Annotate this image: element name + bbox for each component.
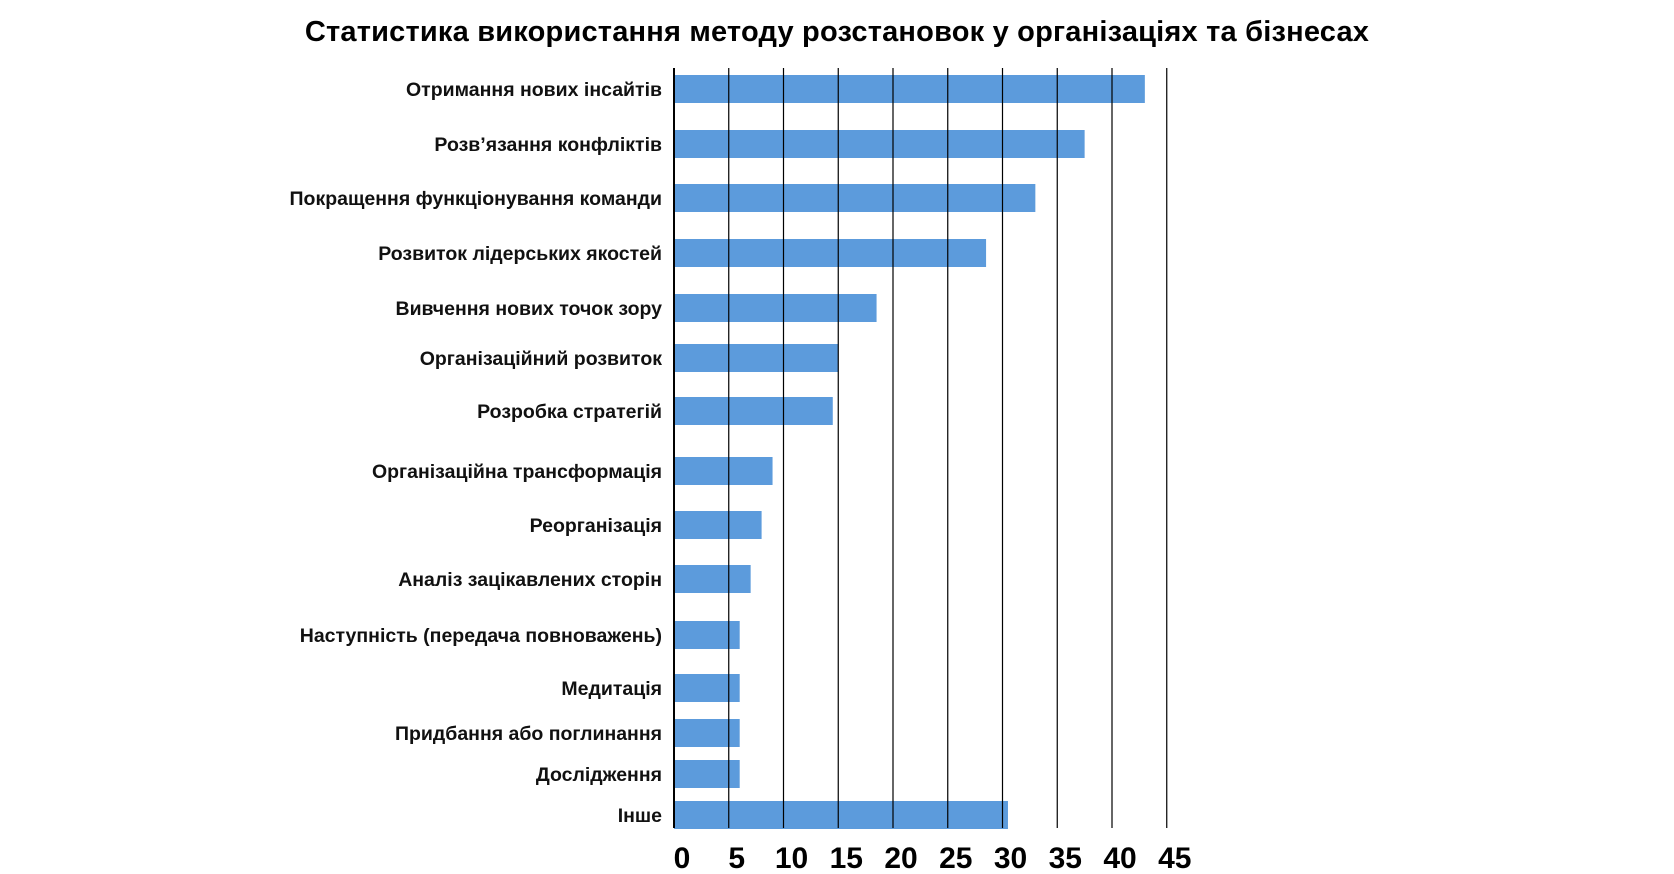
category-label: Організаційний розвиток bbox=[420, 348, 663, 370]
category-label: Медитація bbox=[561, 678, 662, 700]
x-tick-label: 40 bbox=[1103, 842, 1136, 874]
bar bbox=[674, 344, 839, 372]
bar bbox=[674, 719, 740, 747]
bar bbox=[674, 760, 740, 788]
x-tick-label: 10 bbox=[775, 842, 808, 874]
bar bbox=[674, 511, 762, 539]
x-tick-label: 35 bbox=[1049, 842, 1082, 874]
bar bbox=[674, 565, 751, 593]
bar bbox=[674, 801, 1008, 829]
bar bbox=[674, 621, 740, 649]
category-label: Наступність (передача повноважень) bbox=[300, 625, 662, 647]
category-label: Покращення функціонування команди bbox=[290, 188, 662, 210]
category-label: Розв’язання конфліктів bbox=[434, 134, 662, 156]
category-label: Дослідження bbox=[536, 764, 662, 786]
x-tick-label: 0 bbox=[674, 842, 691, 874]
grid-lines bbox=[673, 68, 1168, 828]
category-label: Отримання нових інсайтів bbox=[406, 79, 662, 101]
x-tick-label: 20 bbox=[884, 842, 917, 874]
category-label: Придбання або поглинання bbox=[395, 723, 662, 745]
category-label: Вивчення нових точок зору bbox=[395, 298, 662, 320]
bar bbox=[674, 397, 833, 425]
x-tick-label: 45 bbox=[1158, 842, 1191, 874]
bar bbox=[674, 674, 740, 702]
x-tick-label: 25 bbox=[939, 842, 972, 874]
x-tick-label: 15 bbox=[830, 842, 863, 874]
category-label: Організаційна трансформація bbox=[372, 461, 662, 483]
chart-title: Статистика використання методу розстанов… bbox=[304, 16, 1370, 48]
bar bbox=[674, 294, 877, 322]
category-labels: Отримання нових інсайтів Розв’язання конф… bbox=[290, 79, 663, 827]
category-label: Розвиток лідерських якостей bbox=[378, 243, 662, 265]
x-tick-label: 5 bbox=[728, 842, 745, 874]
category-label: Розробка стратегій bbox=[477, 401, 662, 423]
bar bbox=[674, 184, 1036, 212]
bar bbox=[674, 75, 1145, 103]
bar bbox=[674, 457, 773, 485]
x-tick-label: 30 bbox=[994, 842, 1027, 874]
bar bbox=[674, 239, 987, 267]
x-tick-labels: 0 5 10 15 20 25 30 35 40 45 bbox=[674, 842, 1192, 874]
category-label: Інше bbox=[618, 805, 662, 827]
category-label: Реорганізація bbox=[530, 515, 662, 537]
bars bbox=[674, 75, 1145, 829]
category-label: Аналіз зацікавлених сторін bbox=[398, 569, 662, 591]
bar bbox=[674, 130, 1085, 158]
